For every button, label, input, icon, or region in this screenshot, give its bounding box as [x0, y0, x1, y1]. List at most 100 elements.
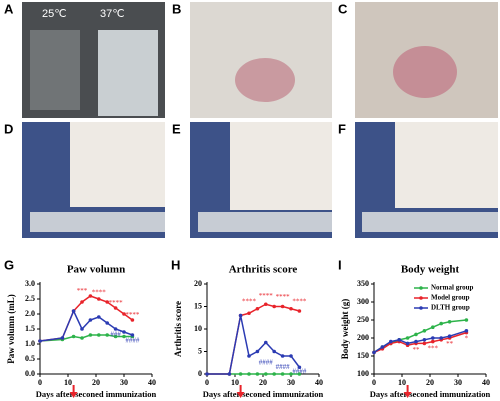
point	[405, 336, 410, 340]
annotation: ****	[292, 298, 307, 306]
point	[272, 304, 277, 309]
point	[130, 318, 135, 322]
point	[105, 333, 109, 337]
y-tick-label: 2.5	[25, 294, 35, 303]
x-tick-label: 10	[64, 378, 72, 387]
rat	[230, 122, 332, 210]
annotation: ****	[125, 311, 140, 319]
point	[105, 300, 109, 304]
y-tick-label: 3.0	[25, 279, 35, 288]
panel-letter: F	[338, 121, 346, 136]
ruler	[362, 212, 498, 232]
annotation: **	[446, 340, 454, 348]
y-tick-label: 250	[357, 315, 369, 324]
point	[227, 372, 232, 376]
point	[280, 354, 285, 358]
rat	[70, 122, 165, 207]
photo-label: 37℃	[100, 8, 125, 20]
point	[405, 341, 410, 346]
tube	[30, 30, 80, 110]
annotation: ****	[92, 289, 107, 297]
point	[97, 333, 101, 337]
series-line	[207, 315, 301, 375]
x-tick-label: 20	[259, 378, 267, 387]
point	[71, 334, 76, 339]
y-tick-label: 150	[357, 351, 369, 360]
x-tick-label: 20	[92, 378, 100, 387]
point	[264, 372, 268, 376]
point	[464, 318, 469, 322]
point	[297, 309, 302, 313]
x-tick-label: 40	[148, 378, 156, 387]
point	[130, 333, 135, 337]
point	[113, 306, 118, 310]
point	[247, 354, 251, 358]
ruler	[30, 212, 165, 232]
x-tick-label: 30	[120, 378, 128, 387]
x-tick-label: 30	[287, 378, 295, 387]
point	[414, 332, 418, 337]
paw	[393, 46, 457, 98]
point	[422, 341, 427, 346]
x-tick-label: 0	[205, 378, 209, 387]
point	[264, 340, 268, 345]
point	[247, 311, 251, 316]
y-axis-label: Body weight (g)	[340, 299, 350, 360]
point	[60, 336, 65, 340]
y-axis-label: Arthritis score	[173, 301, 183, 357]
y-tick-label: 2.0	[25, 309, 35, 318]
panel-letter: I	[338, 257, 342, 272]
annotation: ####	[125, 337, 140, 345]
point	[422, 338, 427, 342]
point	[439, 321, 444, 326]
x-tick-label: 40	[315, 378, 323, 387]
point	[238, 313, 243, 318]
point	[447, 334, 452, 339]
x-axis-label: Days after seconed immunization	[370, 389, 491, 399]
point	[280, 304, 285, 309]
point	[422, 329, 427, 333]
legend-label: DLTH group	[431, 304, 470, 312]
chart-title: Body weight	[401, 264, 460, 276]
point	[88, 333, 93, 337]
x-axis-label: Days after seconed immunization	[36, 389, 157, 399]
ruler	[198, 212, 332, 232]
point	[122, 330, 126, 334]
point	[447, 320, 452, 324]
point	[272, 349, 277, 354]
point	[255, 349, 260, 354]
y-tick-label: 100	[357, 369, 369, 378]
legend-marker	[419, 286, 423, 290]
point	[389, 339, 393, 344]
point	[80, 336, 84, 340]
panel-letter: A	[4, 1, 14, 16]
point	[289, 354, 293, 358]
annotation: *	[465, 334, 469, 342]
panel-letter: C	[338, 1, 348, 16]
point	[97, 297, 101, 301]
point	[297, 372, 302, 376]
y-tick-label: 10	[194, 324, 202, 333]
annotation: ****	[259, 292, 274, 300]
point	[247, 372, 251, 376]
y-tick-label: 350	[357, 279, 369, 288]
point	[238, 372, 243, 376]
x-axis-label: Days after seconed immunization	[203, 389, 324, 399]
y-tick-label: 0.0	[25, 369, 35, 378]
point	[88, 318, 93, 322]
point	[80, 327, 84, 331]
panel-letter: E	[172, 121, 181, 136]
legend-label: Model group	[431, 294, 470, 302]
y-tick-label: 200	[357, 333, 369, 342]
y-axis-label: Paw volumn (mL)	[6, 294, 16, 364]
annotation: **	[413, 346, 421, 354]
point	[464, 329, 469, 333]
annotation: ###	[110, 331, 121, 339]
point	[113, 327, 118, 331]
x-tick-label: 0	[372, 378, 376, 387]
arrow-head	[403, 392, 412, 398]
point	[255, 306, 260, 311]
point	[97, 315, 101, 319]
point	[380, 345, 385, 349]
series-line	[39, 309, 133, 342]
